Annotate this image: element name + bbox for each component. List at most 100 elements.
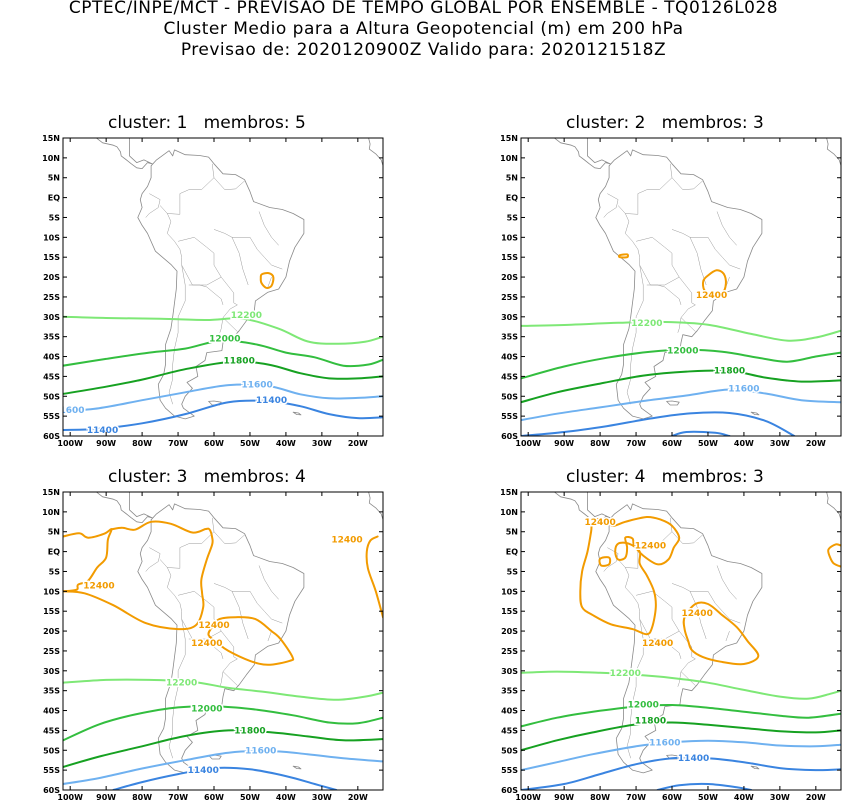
lat-label: 15N xyxy=(42,488,60,497)
lat-label: EQ xyxy=(506,548,518,557)
lat-label: 5S xyxy=(49,213,61,222)
lon-label: 20W xyxy=(348,793,368,802)
country-border xyxy=(159,559,182,620)
lat-label: EQ xyxy=(48,548,60,557)
lat-label: 35S xyxy=(43,333,60,342)
map-area: 12400 12200 12000 11800 11600 xyxy=(521,138,841,436)
coastline xyxy=(553,492,611,523)
contour-label: 11400 xyxy=(678,754,709,764)
coastline xyxy=(826,492,841,520)
country-border xyxy=(617,559,640,620)
country-border xyxy=(159,205,182,266)
lat-label: 15S xyxy=(43,607,60,616)
lon-label: 70W xyxy=(168,793,188,802)
contour-label: 11800 xyxy=(714,366,745,376)
contour-label: 11600 xyxy=(728,384,759,394)
contour-label: 12400 xyxy=(642,639,673,649)
contour-label: 11600 xyxy=(242,380,273,390)
lat-label: 10N xyxy=(42,508,60,517)
country-border xyxy=(213,177,245,190)
contour-line-12400 xyxy=(207,616,295,666)
lon-label: 90W xyxy=(96,439,116,448)
lat-label: 5N xyxy=(48,528,60,537)
contour-line-12400 xyxy=(259,271,275,289)
lon-label: 100W xyxy=(515,793,541,802)
lat-label: 50S xyxy=(43,746,60,755)
contour-label: 12000 xyxy=(209,335,240,345)
contour-label: 11400 xyxy=(87,426,118,436)
country-border xyxy=(188,284,224,305)
lon-label: 30W xyxy=(770,793,790,802)
lat-label: 60S xyxy=(501,432,518,441)
country-border xyxy=(145,193,161,218)
country-border xyxy=(725,631,730,642)
country-border xyxy=(168,619,186,759)
panel-1-title: cluster: 1 membros: 5 xyxy=(108,113,306,133)
lon-label: 60W xyxy=(662,439,682,448)
lat-label: 5S xyxy=(507,567,519,576)
lon-label: 50W xyxy=(698,439,718,448)
lon-label: 80W xyxy=(590,439,610,448)
country-border xyxy=(213,583,250,592)
coastline xyxy=(95,492,153,523)
contour-line-12400 xyxy=(579,515,681,636)
country-border xyxy=(213,531,245,544)
lat-label: 60S xyxy=(43,432,60,441)
contour-label: 12000 xyxy=(628,701,659,711)
contour-line-11400 xyxy=(521,756,841,790)
contour-line-12400 xyxy=(365,535,383,619)
lat-label: 5S xyxy=(49,567,61,576)
figure-title-line-3: Previsao de: 2020120900Z Valido para: 20… xyxy=(180,40,667,60)
country-border xyxy=(249,591,283,624)
contour-line-12000 xyxy=(521,703,841,728)
country-border xyxy=(267,277,272,288)
contour-label: 11800 xyxy=(635,716,666,726)
lat-label: 25S xyxy=(43,647,60,656)
lat-label: 35S xyxy=(501,687,518,696)
lat-label: 25S xyxy=(501,293,518,302)
coastline xyxy=(750,411,760,416)
lon-label: 20W xyxy=(348,439,368,448)
country-border xyxy=(258,565,279,600)
contour-line-11600 xyxy=(521,388,841,422)
lat-label: 45S xyxy=(43,726,60,735)
country-border xyxy=(249,237,283,270)
contour-line-12400 xyxy=(701,269,727,297)
lat-label: EQ xyxy=(506,194,518,203)
lat-label: 40S xyxy=(43,353,60,362)
contour-label: 12400 xyxy=(635,542,666,552)
contour-line-12400 xyxy=(63,528,113,593)
lat-label: 10S xyxy=(501,587,518,596)
plot-frame xyxy=(520,137,842,437)
coastline xyxy=(95,138,153,169)
lat-label: 20S xyxy=(501,273,518,282)
contour-line-11400 xyxy=(521,411,796,436)
lon-label: 100W xyxy=(515,439,541,448)
lon-label: 30W xyxy=(770,439,790,448)
map-panel-cluster-1: 122001200011800116001140016001140015N10N… xyxy=(42,134,384,448)
country-border xyxy=(219,671,224,687)
contour-label: 12400 xyxy=(584,518,615,528)
contour-label: 12400 xyxy=(198,621,229,631)
contour-line-12400 xyxy=(63,520,214,631)
contour-label: 12400 xyxy=(331,536,362,546)
contour-label: 11400 xyxy=(256,396,287,406)
country-border xyxy=(671,177,703,190)
coastline xyxy=(368,138,383,166)
contour-line-12000 xyxy=(521,348,841,380)
lat-label: 55S xyxy=(43,412,60,421)
lat-label: 5N xyxy=(506,174,518,183)
lat-label: 35S xyxy=(43,687,60,696)
contour-line-11400 xyxy=(112,766,338,790)
lat-label: 15N xyxy=(500,488,518,497)
lat-label: 10N xyxy=(500,154,518,163)
lat-label: 5N xyxy=(506,528,518,537)
lon-label: 60W xyxy=(204,439,224,448)
lat-label: EQ xyxy=(48,194,60,203)
lat-label: 20S xyxy=(43,627,60,636)
contour-line-12200 xyxy=(63,678,383,701)
lon-label: 90W xyxy=(96,793,116,802)
lat-label: 55S xyxy=(501,766,518,775)
country-border xyxy=(267,631,272,642)
country-border xyxy=(716,565,737,600)
